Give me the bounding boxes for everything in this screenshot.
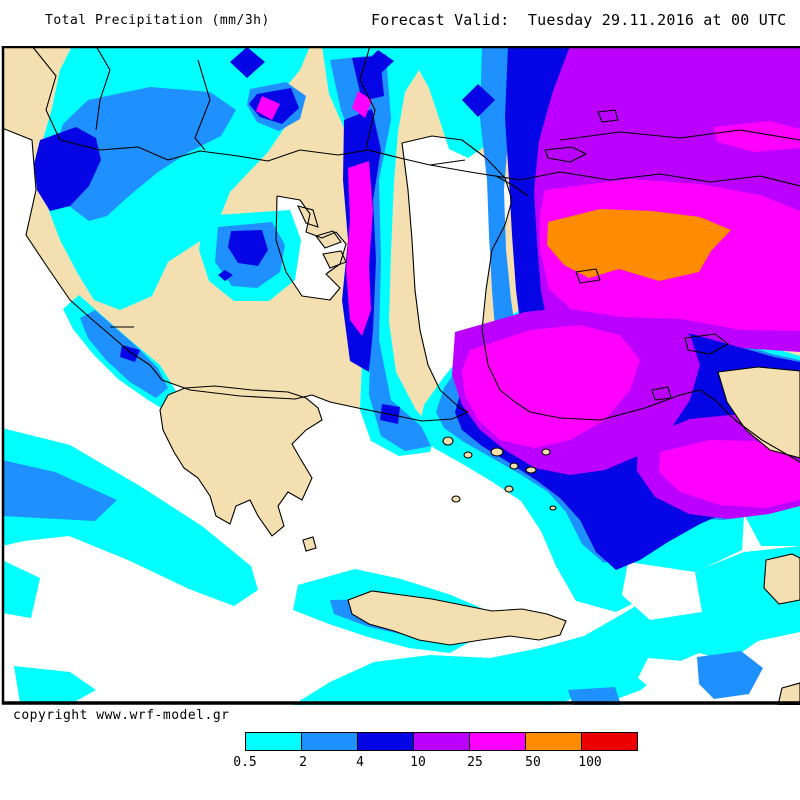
legend-labels: 0.5 2 4 10 25 50 100 xyxy=(0,755,800,773)
lesbos-outline xyxy=(684,333,729,355)
turkey-sw-coast xyxy=(717,366,800,459)
cyclades-island xyxy=(525,466,537,474)
islands xyxy=(159,205,800,705)
dardanelles-line xyxy=(495,175,529,197)
legend-swatch-25 xyxy=(469,732,526,751)
aegean-west-coastline xyxy=(401,142,469,413)
country-border xyxy=(31,46,61,141)
legend-label: 100 xyxy=(578,755,602,770)
west-coastline xyxy=(1,127,313,400)
turkey-south-coastline xyxy=(529,389,800,463)
legend-label: 25 xyxy=(467,755,483,770)
precipitation-legend xyxy=(245,732,638,751)
legend-label: 4 xyxy=(356,755,364,770)
peloponnese xyxy=(159,385,323,537)
legend-label: 2 xyxy=(299,755,307,770)
country-border xyxy=(59,139,466,166)
crete-island xyxy=(347,590,567,646)
legend-label: 10 xyxy=(410,755,426,770)
country-border xyxy=(95,46,111,131)
map-frame xyxy=(1,46,800,705)
cyclades-island xyxy=(451,495,461,503)
legend-label: 0.5 xyxy=(233,755,257,770)
chios-outline xyxy=(651,386,672,401)
lemnos-outline xyxy=(575,268,601,284)
forecast-valid-text: Forecast Valid: Tuesday 29.11.2016 at 00… xyxy=(371,11,787,29)
marmara-sea-outline xyxy=(544,146,587,163)
page-title: Total Precipitation (mm/3h) xyxy=(45,13,270,28)
cyclades-island xyxy=(490,447,504,457)
kythira-island xyxy=(302,536,317,552)
coastlines-borders xyxy=(1,46,800,463)
cyclades-island xyxy=(549,505,557,511)
country-border xyxy=(194,59,211,151)
legend-swatch-10 xyxy=(413,732,470,751)
legend-label: 50 xyxy=(525,755,541,770)
chalkidiki-finger xyxy=(315,230,342,249)
country-border xyxy=(559,129,800,141)
forecast-map xyxy=(1,46,800,705)
cyclades-island xyxy=(509,462,519,470)
aegean-east-coastline xyxy=(401,135,531,413)
country-border xyxy=(429,164,800,187)
country-border xyxy=(359,46,376,149)
chalkidiki-finger xyxy=(296,205,319,228)
thermaic-gulf-coastline xyxy=(275,195,347,301)
cyclades-island xyxy=(463,451,473,459)
cyclades-island xyxy=(541,448,551,456)
legend-swatch-4 xyxy=(357,732,414,751)
cyclades-island xyxy=(442,436,454,446)
legend-swatch-0_5 xyxy=(245,732,302,751)
lake-outline xyxy=(597,109,619,123)
legend-swatch-2 xyxy=(301,732,358,751)
rhodes-coast xyxy=(763,553,800,605)
legend-swatch-50 xyxy=(525,732,582,751)
corner-island xyxy=(777,682,800,705)
cyclades-island xyxy=(504,485,514,493)
precip-layer-50mm xyxy=(547,209,731,281)
attica-coastline xyxy=(311,394,469,422)
legend-swatch-100 xyxy=(581,732,638,751)
copyright-text: copyright www.wrf-model.gr xyxy=(13,708,230,723)
